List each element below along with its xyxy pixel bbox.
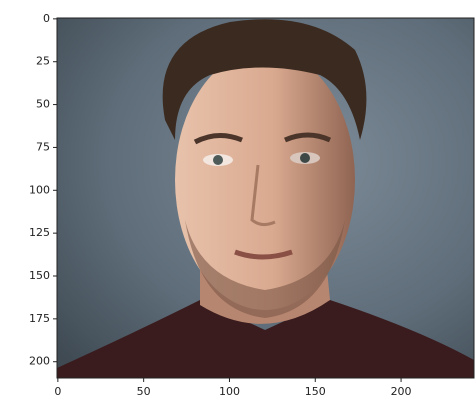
chart: 0 25 50 75 100 125 150 175 200 0 50 100 150 200 (0, 0, 475, 407)
y-tick-label: 175 (29, 312, 50, 325)
x-tick-label: 50 (137, 385, 151, 398)
image (57, 18, 474, 378)
x-tick-label: 150 (305, 385, 326, 398)
x-tick-label: 200 (391, 385, 412, 398)
y-tick-label: 75 (36, 140, 50, 153)
x-tick-label: 0 (54, 385, 61, 398)
y-tick-label: 150 (29, 269, 50, 282)
y-tick-label: 125 (29, 226, 50, 239)
y-tick-label: 200 (29, 355, 50, 368)
y-tick-label: 0 (43, 12, 50, 25)
y-tick-label: 50 (36, 98, 50, 111)
y-tick-label: 100 (29, 183, 50, 196)
x-tick-label: 100 (219, 385, 240, 398)
y-tick-label: 25 (36, 55, 50, 68)
